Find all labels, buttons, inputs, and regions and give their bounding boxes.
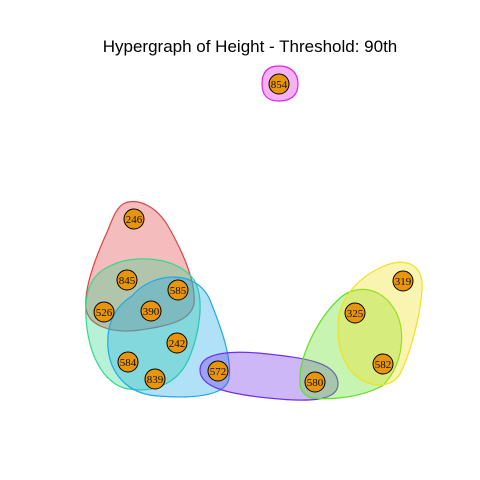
node-marker <box>207 360 229 382</box>
hyperedge-yellow <box>337 261 423 386</box>
node-label: 584 <box>120 357 137 369</box>
node-label: 839 <box>147 374 164 386</box>
node-845: 845 <box>116 269 138 291</box>
node-label: 526 <box>96 307 113 319</box>
nodes: 854 246 845 585 526 390 242 584 <box>93 73 414 393</box>
node-582: 582 <box>372 353 394 375</box>
node-584: 584 <box>117 351 139 373</box>
hyperedges <box>85 65 423 401</box>
node-label: 585 <box>170 285 187 297</box>
node-marker <box>140 300 162 322</box>
hyperedge-purple <box>199 351 339 401</box>
hyperedge-red <box>85 201 195 332</box>
node-label: 390 <box>143 306 160 318</box>
node-label: 325 <box>347 308 364 320</box>
node-839: 839 <box>144 368 166 390</box>
node-580: 580 <box>304 371 326 393</box>
node-label: 572 <box>210 366 227 378</box>
node-marker <box>167 279 189 301</box>
node-390: 390 <box>140 300 162 322</box>
node-label: 580 <box>307 377 324 389</box>
node-label: 845 <box>119 275 136 287</box>
node-marker <box>93 301 115 323</box>
node-marker <box>372 353 394 375</box>
node-label: 242 <box>169 338 186 350</box>
node-marker <box>123 208 145 230</box>
node-246: 246 <box>123 208 145 230</box>
node-marker <box>116 269 138 291</box>
node-label: 319 <box>395 276 412 288</box>
node-526: 526 <box>93 301 115 323</box>
node-319: 319 <box>392 270 414 292</box>
node-label: 246 <box>126 214 143 226</box>
node-marker <box>304 371 326 393</box>
node-325: 325 <box>344 302 366 324</box>
node-854: 854 <box>268 73 290 95</box>
node-572: 572 <box>207 360 229 382</box>
chart-title: Hypergraph of Height - Threshold: 90th <box>103 37 398 56</box>
node-242: 242 <box>166 332 188 354</box>
node-marker <box>268 73 290 95</box>
node-marker <box>117 351 139 373</box>
node-marker <box>144 368 166 390</box>
node-marker <box>166 332 188 354</box>
node-label: 854 <box>271 79 288 91</box>
node-marker <box>392 270 414 292</box>
node-marker <box>344 302 366 324</box>
node-label: 582 <box>375 359 392 371</box>
node-585: 585 <box>167 279 189 301</box>
